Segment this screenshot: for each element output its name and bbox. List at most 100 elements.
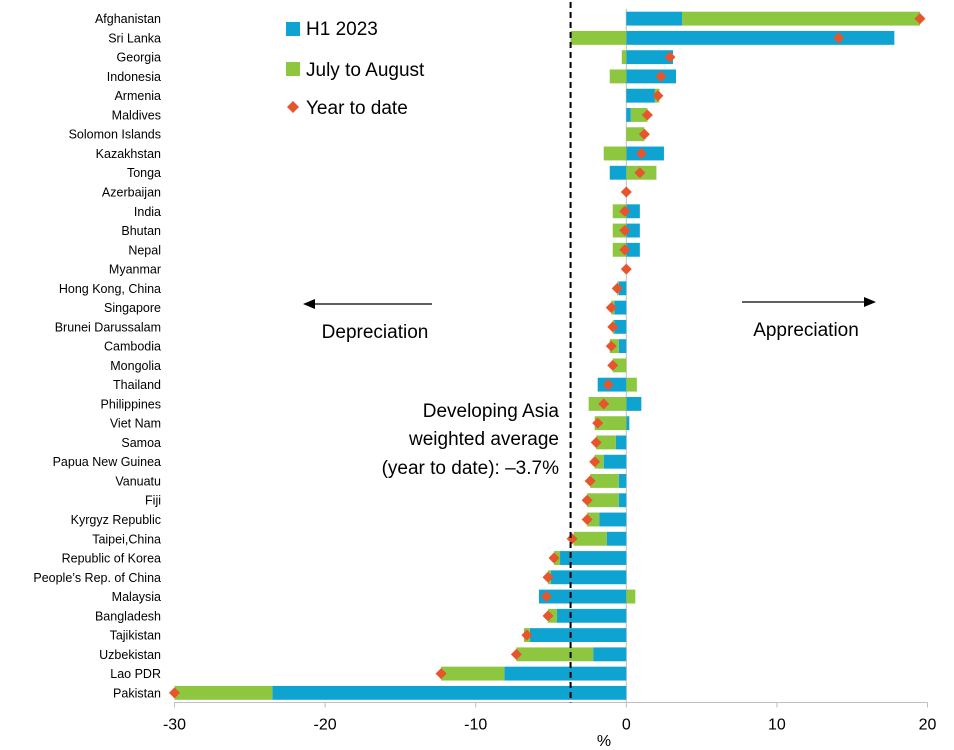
bar-h1-2023-cambodia — [618, 339, 627, 354]
bar-july-to-august-sri-lanka — [570, 30, 627, 45]
x-tick-label: -10 — [464, 717, 487, 734]
category-label-papua-new-guinea: Papua New Guinea — [53, 455, 161, 469]
bar-july-to-august-maldives — [630, 108, 648, 122]
category-label-bhutan: Bhutan — [121, 224, 161, 238]
depreciation-label: Depreciation — [322, 322, 429, 343]
bar-july-to-august-samoa — [596, 435, 616, 450]
bar-h1-2023-armenia — [626, 88, 655, 103]
category-label-georgia: Georgia — [117, 51, 162, 65]
category-label-singapore: Singapore — [104, 301, 161, 315]
x-tick-label: -30 — [163, 717, 186, 734]
marker-year-to-date-bhutan — [619, 225, 631, 237]
bar-july-to-august-lao-pdr — [441, 666, 505, 681]
category-label-myanmar: Myanmar — [109, 263, 161, 277]
appreciation-annotation: Appreciation — [742, 297, 876, 341]
bar-h1-2023-india — [626, 204, 640, 219]
bar-h1-2023-malaysia — [538, 589, 627, 604]
category-label-fiji: Fiji — [145, 494, 161, 508]
bar-july-to-august-kyrgyz-republic — [587, 512, 600, 527]
legend-label-july-august: July to August — [306, 60, 425, 81]
bar-july-to-august-solomon-islands — [626, 127, 645, 142]
category-labels: Afghanistan Sri Lanka Georgia Indonesia Arme… — [33, 12, 161, 700]
category-label-samoa: Samoa — [121, 436, 161, 450]
marker-year-to-date-tonga — [634, 167, 646, 179]
marker-year-to-date-thailand — [602, 379, 614, 391]
marker-year-to-date-afghanistan — [914, 13, 926, 25]
marker-year-to-date-brunei-darussalam — [607, 321, 619, 333]
marker-year-to-date-philippines — [598, 398, 610, 410]
bar-h1-2023-tonga — [609, 165, 627, 180]
bar-h1-2023-singapore — [614, 300, 627, 315]
legend-swatch-h1 — [286, 22, 300, 36]
category-label-sri-lanka: Sri Lanka — [108, 31, 161, 45]
bar-h1-2023-maldives — [626, 108, 631, 122]
bars-layer — [174, 11, 920, 700]
bar-h1-2023-republic-of-korea — [560, 551, 627, 565]
category-label-thailand: Thailand — [113, 378, 161, 392]
bar-h1-2023-papua-new-guinea — [603, 454, 627, 469]
category-label-armenia: Armenia — [114, 89, 161, 103]
bar-h1-2023-uzbekistan — [593, 647, 627, 662]
bar-july-to-august-afghanistan — [682, 11, 920, 26]
category-label-bangladesh: Bangladesh — [95, 609, 161, 623]
marker-year-to-date-nepal — [619, 244, 631, 256]
category-label-tajikistan: Tajikistan — [110, 629, 161, 643]
legend-label-h1: H1 2023 — [306, 19, 378, 40]
bar-july-to-august-malaysia — [626, 589, 636, 604]
bar-h1-2023-nepal — [626, 242, 640, 257]
marker-year-to-date-tajikistan — [521, 629, 533, 641]
bar-h1-2023-viet-nam — [626, 416, 630, 431]
bar-july-to-august-thailand — [626, 377, 637, 392]
reference-line-label-1: Developing Asia — [423, 401, 560, 422]
marker-year-to-date-armenia — [652, 90, 664, 102]
marker-year-to-date-fiji — [581, 494, 593, 506]
category-label-kyrgyz-republic: Kyrgyz Republic — [71, 513, 161, 527]
bar-july-to-august-taipei-china — [573, 531, 607, 546]
bar-h1-2023-vanuatu — [618, 474, 627, 488]
category-label-solomon-islands: Solomon Islands — [69, 128, 161, 142]
category-label-maldives: Maldives — [112, 108, 161, 122]
category-label-nepal: Nepal — [128, 243, 161, 257]
marker-year-to-date-hong-kong-china — [611, 282, 623, 294]
category-label-azerbaijan: Azerbaijan — [102, 186, 161, 200]
markers-layer — [169, 13, 926, 699]
appreciation-arrowhead — [864, 297, 876, 307]
category-label-people-s-rep-of-china: People’s Rep. of China — [33, 571, 161, 585]
marker-year-to-date-bangladesh — [542, 610, 554, 622]
marker-year-to-date-singapore — [605, 302, 617, 314]
category-label-vanuatu: Vanuatu — [115, 474, 161, 488]
category-label-republic-of-korea: Republic of Korea — [62, 552, 161, 566]
category-label-philippines: Philippines — [101, 397, 161, 411]
marker-year-to-date-republic-of-korea — [548, 552, 560, 564]
bar-july-to-august-mongolia — [612, 358, 627, 373]
marker-year-to-date-kyrgyz-republic — [581, 513, 593, 525]
category-label-lao-pdr: Lao PDR — [110, 667, 161, 681]
x-tick-label: 10 — [768, 717, 786, 734]
bar-h1-2023-philippines — [626, 396, 642, 411]
category-label-uzbekistan: Uzbekistan — [99, 648, 161, 662]
bar-h1-2023-people-s-rep-of-china — [551, 570, 627, 585]
bar-h1-2023-sri-lanka — [626, 30, 895, 45]
marker-year-to-date-indonesia — [655, 70, 667, 82]
category-label-tonga: Tonga — [127, 166, 161, 180]
depreciation-arrowhead — [303, 299, 315, 309]
marker-year-to-date-people-s-rep-of-china — [542, 571, 554, 583]
x-tick-label: 20 — [919, 717, 937, 734]
category-label-malaysia: Malaysia — [112, 590, 161, 604]
bar-h1-2023-lao-pdr — [504, 666, 627, 681]
marker-year-to-date-cambodia — [605, 340, 617, 352]
bar-july-to-august-viet-nam — [594, 416, 627, 431]
category-label-cambodia: Cambodia — [104, 340, 161, 354]
depreciation-annotation: Depreciation — [303, 299, 432, 343]
marker-year-to-date-azerbaijan — [620, 186, 632, 198]
bar-h1-2023-bhutan — [626, 223, 640, 238]
category-label-viet-nam: Viet Nam — [110, 417, 161, 431]
bar-h1-2023-kyrgyz-republic — [599, 512, 627, 527]
reference-line-label-2: weighted average — [408, 429, 559, 450]
marker-year-to-date-maldives — [641, 109, 653, 121]
category-label-kazakhstan: Kazakhstan — [96, 147, 161, 161]
bar-h1-2023-georgia — [626, 50, 673, 65]
reference-line-label-3: (year to date): –3.7% — [382, 458, 560, 479]
category-label-hong-kong-china: Hong Kong, China — [59, 282, 161, 296]
